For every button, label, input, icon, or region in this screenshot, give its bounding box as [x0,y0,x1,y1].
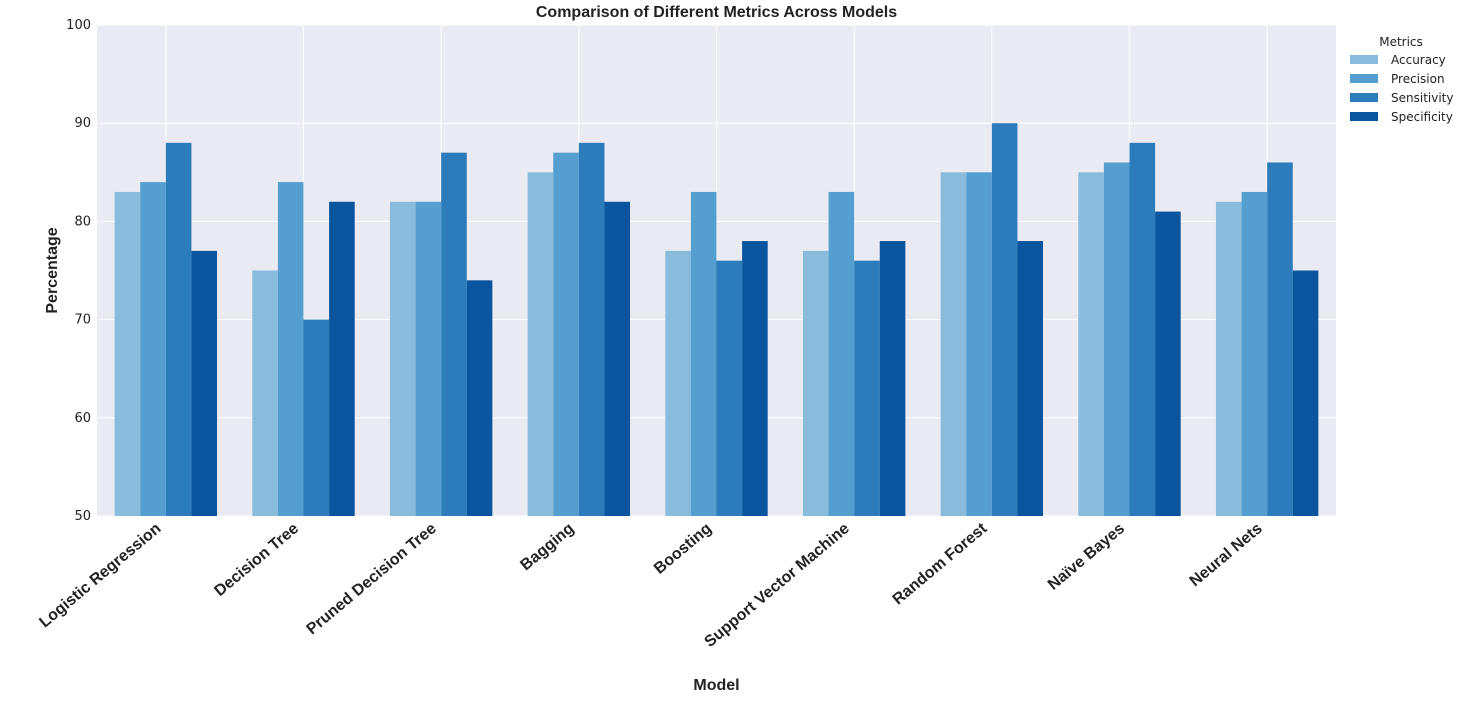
x-tick-label: Boosting [651,520,715,578]
bar-precision [690,191,717,516]
y-tick-label: 60 [74,411,91,426]
bar-specificity [191,250,218,517]
bar-sensitivity [165,142,192,516]
x-tick-labels: Logistic Regression Decision Tree Pruned D… [36,520,1265,651]
x-tick-label: Logistic Regression [36,520,164,631]
y-tick-label: 50 [74,509,91,524]
legend-title: Metrics [1379,35,1423,49]
legend-swatch-precision [1350,74,1378,83]
legend-label-sensitivity: Sensitivity [1391,91,1453,105]
y-axis-label: Percentage [44,227,61,313]
bar-accuracy [114,191,141,516]
bar-specificity [742,241,768,517]
bar-accuracy [527,172,554,517]
bar-sensitivity [441,152,467,516]
bar-sensitivity [303,319,330,516]
y-tick-label: 70 [74,313,91,328]
legend-label-precision: Precision [1391,72,1445,86]
bar-sensitivity [991,123,1018,516]
bar-precision [415,201,442,516]
x-tick-label: Neural Nets [1187,520,1266,590]
bar-precision [1241,191,1268,516]
bar-precision [1103,162,1130,517]
legend: Metrics Accuracy Precision Sensitivity Spec… [1350,35,1453,124]
bar-precision [277,182,304,516]
x-tick-label: Support Vector Machine [702,520,853,651]
y-tick-label: 80 [74,214,91,229]
bar-accuracy [802,250,829,517]
bar-sensitivity [1129,142,1156,516]
bar-precision [553,152,579,516]
bars [114,123,1319,517]
x-tick-label: Random Forest [890,520,991,609]
bar-accuracy [1215,201,1242,516]
bar-precision [140,182,166,516]
bar-precision [828,191,855,516]
legend-swatch-sensitivity [1350,93,1378,102]
bar-sensitivity [1267,162,1293,517]
bar-specificity [1017,241,1044,517]
bar-accuracy [389,201,416,516]
bar-sensitivity [578,142,605,516]
legend-swatch-specificity [1350,112,1378,121]
legend-label-specificity: Specificity [1391,110,1453,124]
x-axis-label: Model [693,677,739,694]
y-tick-label: 90 [74,116,91,131]
bar-specificity [879,241,906,517]
bar-accuracy [252,270,278,516]
bar-accuracy [1078,172,1104,517]
bar-specificity [1155,211,1181,516]
y-tick-labels: 50 60 70 80 90 100 [66,18,91,524]
x-tick-label: Decision Tree [211,520,302,600]
bar-sensitivity [854,260,880,516]
bar-specificity [466,280,493,516]
bar-sensitivity [716,260,743,516]
x-tick-label: Pruned Decision Tree [303,520,439,638]
chart-title: Comparison of Different Metrics Across M… [536,4,897,21]
legend-swatch-accuracy [1350,55,1378,64]
bar-precision [966,172,992,517]
bar-specificity [604,201,631,516]
x-tick-label: Naïve Bayes [1045,520,1128,594]
bar-specificity [329,201,355,516]
y-tick-label: 100 [66,18,91,33]
bar-accuracy [665,250,691,517]
legend-label-accuracy: Accuracy [1391,53,1446,67]
x-tick-label: Bagging [517,520,577,574]
bar-specificity [1292,270,1319,516]
bar-accuracy [940,172,967,517]
